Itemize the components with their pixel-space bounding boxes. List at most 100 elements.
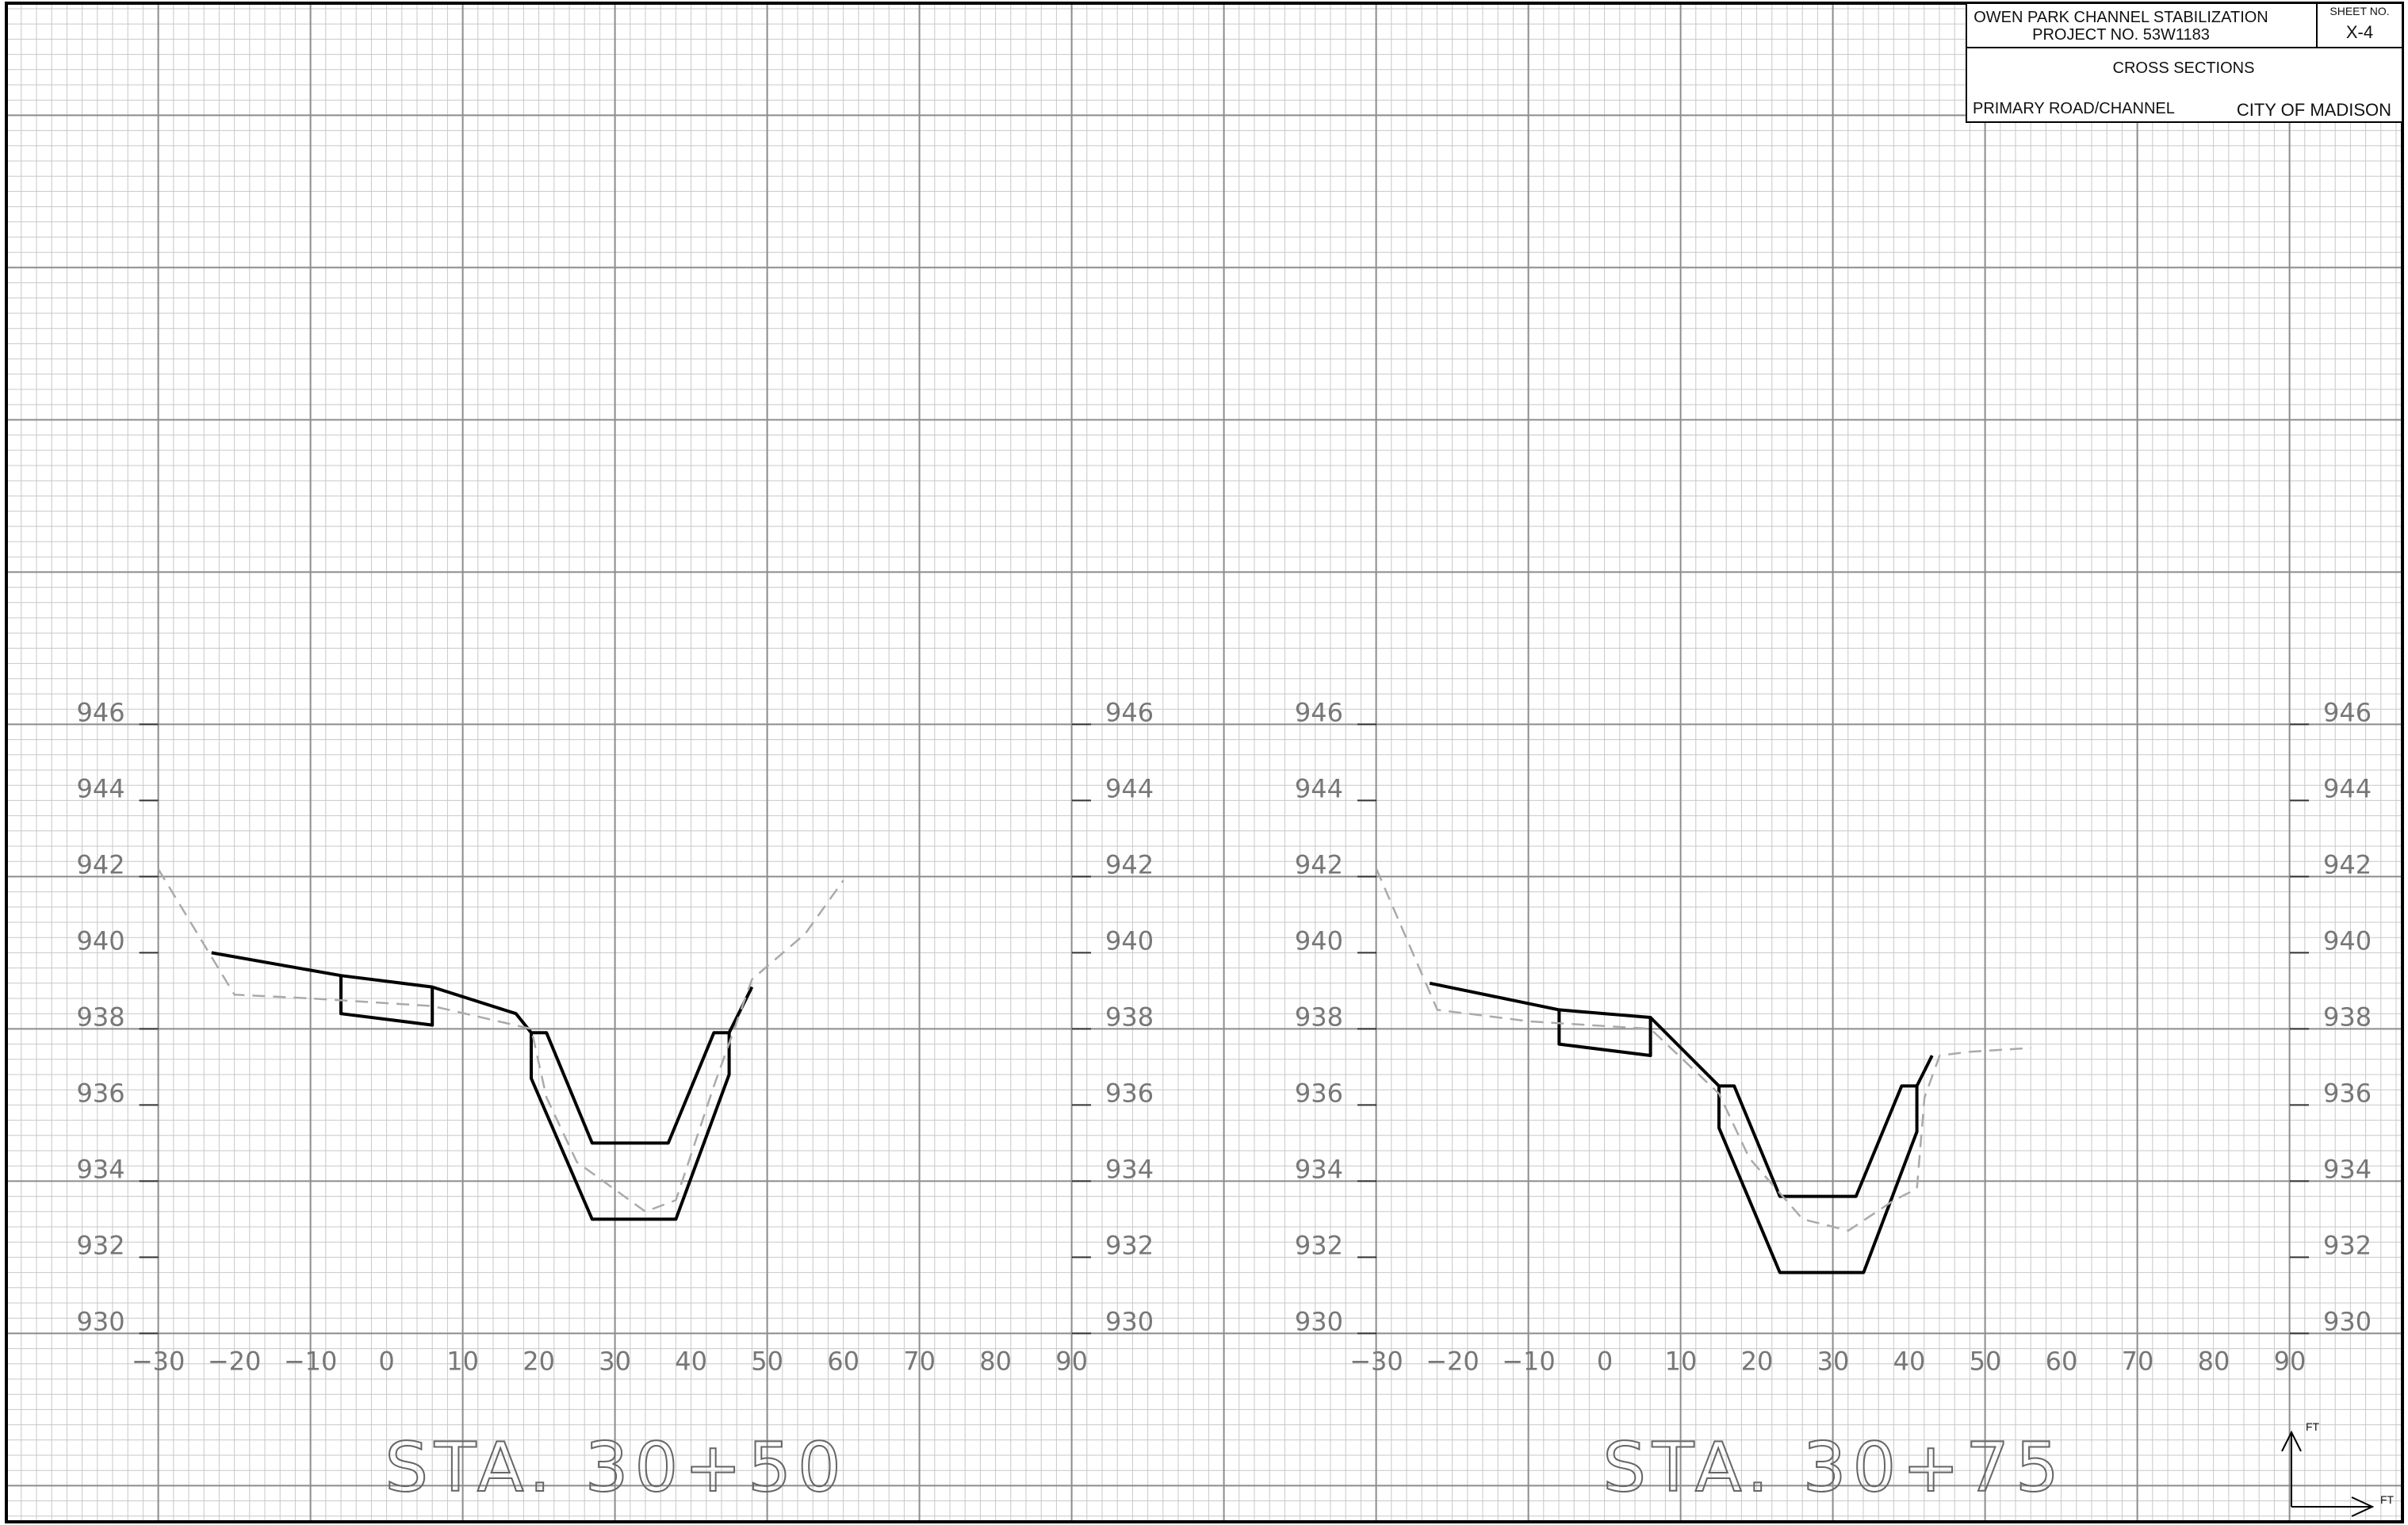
axis-ticks [1357,723,2309,1335]
scale-arrows: FT FT [2281,1420,2395,1517]
y-tick-label: 930 [77,1306,125,1336]
up-arrow-label: FT [2306,1420,2320,1433]
y-tick-label: 934 [77,1154,125,1184]
y-tick-label: 936 [77,1078,125,1108]
x-tick-label: 20 [523,1346,555,1376]
sheet-no-label: SHEET NO. [2330,5,2389,17]
section-lines [1375,868,2031,1274]
proposed-section-line [1557,1010,1652,1057]
y-tick-label: 934 [1295,1154,1343,1184]
x-tick-label: 10 [1665,1346,1698,1376]
y-tick-label: 946 [2323,697,2372,727]
y-axis-labels-right: 930 932 934 936 938 940 942 944 946 [1105,697,1154,1336]
proposed-section-line [339,975,435,1027]
sheet-border [5,2,2404,1523]
x-tick-label: 50 [1970,1346,2002,1376]
sheet-number: X-4 [2346,22,2373,42]
x-tick-label: 90 [2274,1346,2307,1376]
y-tick-label: 940 [2323,925,2372,956]
y-tick-label: 946 [1105,697,1154,727]
right-arrow-icon [2351,1496,2375,1517]
x-tick-label: 60 [827,1346,859,1376]
proposed-section-line [211,951,754,1145]
section-lines [157,868,844,1221]
x-tick-label: −10 [284,1346,338,1376]
y-tick-label: 930 [2323,1306,2372,1336]
y-tick-label: 932 [2323,1230,2372,1260]
existing-ground-line [157,868,844,1213]
agency-name: CITY OF MADISON [2237,100,2391,120]
title-block: OWEN PARK CHANNEL STABILIZATION PROJECT … [1966,2,2403,123]
proposed-section-line [530,1033,731,1221]
axis-ticks [139,723,1091,1335]
x-tick-label: 20 [1741,1346,1774,1376]
y-axis-labels-left: 930 932 934 936 938 940 942 944 946 [1295,697,1343,1336]
y-tick-label: 942 [2323,849,2372,879]
y-tick-label: 932 [77,1230,125,1260]
y-tick-label: 942 [1105,849,1154,879]
y-tick-label: 936 [2323,1078,2372,1108]
road-category: PRIMARY ROAD/CHANNEL [1973,100,2175,117]
y-tick-label: 946 [1295,697,1343,727]
x-tick-label: −20 [1426,1346,1480,1376]
y-tick-label: 934 [1105,1154,1154,1184]
minor-grid [6,3,2402,1522]
y-tick-label: 932 [1295,1230,1343,1260]
x-tick-label: 80 [2198,1346,2230,1376]
x-tick-label: 90 [1055,1346,1088,1376]
right-arrow-label: FT [2380,1493,2395,1506]
x-tick-label: 80 [979,1346,1012,1376]
major-grid [5,3,2402,1522]
project-number: PROJECT NO. 53W1183 [2032,26,2210,44]
y-tick-label: 946 [77,697,125,727]
proposed-section-line [1429,981,1934,1198]
y-tick-label: 940 [1105,925,1154,956]
y-tick-label: 944 [77,773,125,803]
x-tick-label: 70 [903,1346,936,1376]
y-tick-label: 938 [2323,1002,2372,1032]
cross-section-1: 930 932 934 936 938 940 942 944 946 930 932 934 936… [77,697,1154,1508]
x-axis-labels: −30 −20 −10 0 10 20 30 40 50 60 70 80 90 [132,1346,1088,1376]
y-tick-label: 934 [2323,1154,2372,1184]
y-tick-label: 938 [1295,1002,1343,1032]
y-tick-label: 942 [1295,849,1343,879]
x-tick-label: 0 [1597,1346,1613,1376]
y-tick-label: 936 [1105,1078,1154,1108]
x-tick-label: −20 [208,1346,262,1376]
x-axis-labels: −30 −20 −10 0 10 20 30 40 50 60 70 80 90 [1349,1346,2306,1376]
y-tick-label: 940 [1295,925,1343,956]
y-tick-label: 942 [77,849,125,879]
existing-ground-line [1375,868,2031,1232]
x-tick-label: −30 [132,1346,186,1376]
x-tick-label: 30 [1817,1346,1850,1376]
y-tick-label: 936 [1295,1078,1343,1108]
title-block-frame [1966,2,2403,123]
x-tick-label: 0 [378,1346,394,1376]
cross-section-2: 930 932 934 936 938 940 942 944 946 930 932 934 936… [1295,697,2372,1508]
y-tick-label: 930 [1105,1306,1154,1336]
x-tick-label: 30 [599,1346,631,1376]
station-label: STA. 30+50 [385,1428,847,1508]
y-tick-label: 944 [1295,773,1343,803]
x-tick-label: 60 [2046,1346,2078,1376]
y-tick-label: 938 [77,1002,125,1032]
y-axis-labels-left: 930 932 934 936 938 940 942 944 946 [77,697,125,1336]
project-name: OWEN PARK CHANNEL STABILIZATION [1973,9,2268,26]
x-tick-label: −10 [1502,1346,1556,1376]
x-tick-label: −30 [1349,1346,1403,1376]
x-tick-label: 40 [675,1346,707,1376]
y-tick-label: 944 [1105,773,1154,803]
station-label: STA. 30+75 [1602,1428,2065,1508]
y-axis-labels-right: 930 932 934 936 938 940 942 944 946 [2323,697,2372,1336]
y-tick-label: 940 [77,925,125,956]
y-tick-label: 938 [1105,1002,1154,1032]
sheet-title: CROSS SECTIONS [2113,59,2255,77]
x-tick-label: 70 [2122,1346,2154,1376]
y-tick-label: 932 [1105,1230,1154,1260]
y-tick-label: 930 [1295,1306,1343,1336]
up-arrow-icon [2281,1430,2302,1452]
x-tick-label: 40 [1893,1346,1926,1376]
x-tick-label: 50 [751,1346,783,1376]
y-tick-label: 944 [2323,773,2372,803]
